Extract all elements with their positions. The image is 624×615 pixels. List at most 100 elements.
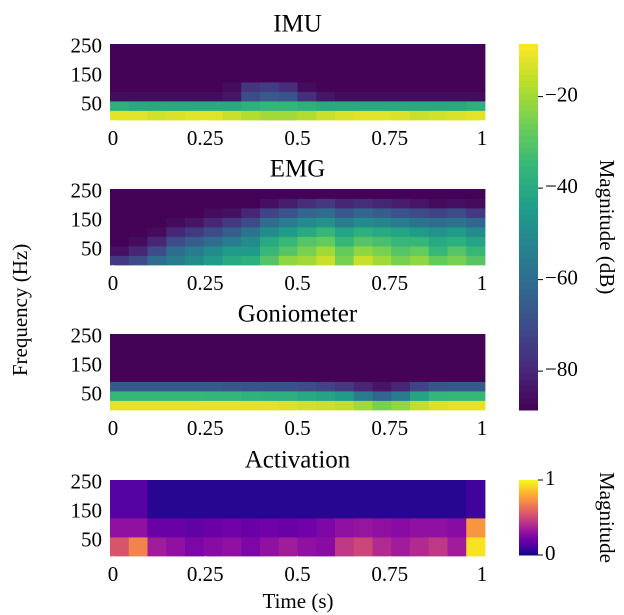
heatmap-cell: [110, 391, 130, 401]
heatmap-cell: [278, 44, 298, 54]
heatmap-cell: [410, 217, 430, 228]
heatmap-cell: [185, 343, 205, 354]
heatmap-cell: [297, 208, 317, 218]
heatmap-cell: [447, 246, 467, 256]
heatmap-cell: [147, 236, 167, 247]
heatmap-cell: [335, 334, 355, 344]
heatmap-cell: [128, 381, 148, 392]
heatmap-cell: [278, 372, 298, 382]
heatmap-cell: [166, 499, 186, 519]
heatmap-cell: [203, 101, 223, 111]
colorbar-segment: [519, 275, 538, 283]
colorbar-segment: [519, 551, 538, 553]
heatmap-cell: [128, 353, 148, 363]
heatmap-cell: [185, 91, 205, 102]
heatmap-cell: [278, 480, 298, 500]
heatmap-cell: [316, 362, 336, 373]
heatmap-cell: [222, 227, 242, 237]
heatmap-cell: [316, 391, 336, 401]
heatmap-cell: [185, 63, 205, 73]
heatmap-cell: [166, 343, 186, 354]
heatmap-cell: [241, 480, 261, 500]
heatmap-cell: [241, 227, 261, 237]
heatmap-cell: [353, 44, 373, 54]
heatmap-cell: [428, 198, 448, 209]
heatmap-cell: [166, 391, 186, 401]
heatmap-cell: [353, 372, 373, 382]
heatmap-cell: [391, 246, 411, 256]
colorbar-segment: [519, 492, 538, 495]
heatmap-cell: [147, 537, 167, 557]
heatmap-cell: [391, 44, 411, 54]
x-tick-label: 1: [477, 416, 488, 440]
heatmap-cell: [353, 91, 373, 102]
heatmap-cell: [447, 391, 467, 401]
heatmap-cell: [297, 255, 317, 266]
heatmap-cell: [278, 53, 298, 64]
colorbar-segment: [519, 535, 538, 537]
heatmap-cell: [410, 236, 430, 247]
colorbar-segment: [519, 196, 538, 204]
heatmap-cell: [222, 208, 242, 218]
heatmap-cell: [316, 246, 336, 256]
heatmap-cell: [222, 246, 242, 256]
heatmap-cell: [466, 400, 486, 411]
heatmap-cell: [222, 101, 242, 111]
heatmap-cell: [316, 255, 336, 266]
heatmap-cell: [128, 537, 148, 557]
heatmap-cell: [316, 101, 336, 111]
heatmap-cell: [166, 246, 186, 256]
heatmap-cell: [110, 198, 130, 209]
heatmap-cell: [203, 72, 223, 83]
heatmap-cell: [428, 236, 448, 247]
heatmap-cell: [316, 110, 336, 121]
heatmap-cell: [410, 518, 430, 538]
x-tick-label: 0: [108, 416, 119, 440]
heatmap-cell: [260, 198, 280, 209]
heatmap-cell: [241, 400, 261, 411]
heatmap-cell: [466, 63, 486, 73]
heatmap-cell: [410, 63, 430, 73]
colorbar-segment: [519, 74, 538, 82]
panel-title: IMU: [273, 11, 322, 38]
heatmap-cell: [335, 537, 355, 557]
heatmap-cell: [428, 63, 448, 73]
x-tick-label: 0.75: [371, 562, 408, 586]
heatmap-cell: [241, 63, 261, 73]
heatmap-cell: [335, 518, 355, 538]
colorbar-segment: [519, 135, 538, 143]
heatmap-cell: [447, 381, 467, 392]
heatmap-cell: [335, 101, 355, 111]
colorbar-segment: [519, 288, 538, 295]
heatmap-cell: [372, 334, 392, 344]
colorbar-segment: [519, 542, 538, 545]
heatmap-cell: [410, 44, 430, 54]
colorbar-segment: [519, 508, 538, 511]
colorbar-tick-label: −20: [545, 82, 578, 106]
heatmap-cell: [260, 353, 280, 363]
heatmap-cell: [447, 353, 467, 363]
heatmap-cell: [335, 372, 355, 382]
heatmap-cell: [466, 381, 486, 392]
colorbar-segment: [519, 503, 538, 506]
colorbar-segment: [519, 239, 538, 246]
colorbar-segment: [519, 178, 538, 185]
heatmap-cell: [222, 82, 242, 92]
y-tick-label: 50: [81, 91, 102, 115]
panel-title: EMG: [270, 156, 326, 183]
heatmap-cell: [428, 362, 448, 373]
heatmap-cell: [372, 381, 392, 392]
heatmap-cell: [353, 518, 373, 538]
heatmap-cell: [353, 381, 373, 392]
heatmap-cell: [316, 53, 336, 64]
heatmap-cell: [260, 246, 280, 256]
heatmap-cell: [110, 217, 130, 228]
heatmap-cell: [147, 53, 167, 64]
colorbar-segment: [519, 342, 538, 350]
heatmap-cell: [335, 255, 355, 266]
heatmap-cell: [297, 63, 317, 73]
heatmap-cell: [353, 400, 373, 411]
heatmap-cell: [278, 189, 298, 199]
colorbar-segment: [519, 233, 538, 240]
heatmap-cell: [222, 499, 242, 519]
